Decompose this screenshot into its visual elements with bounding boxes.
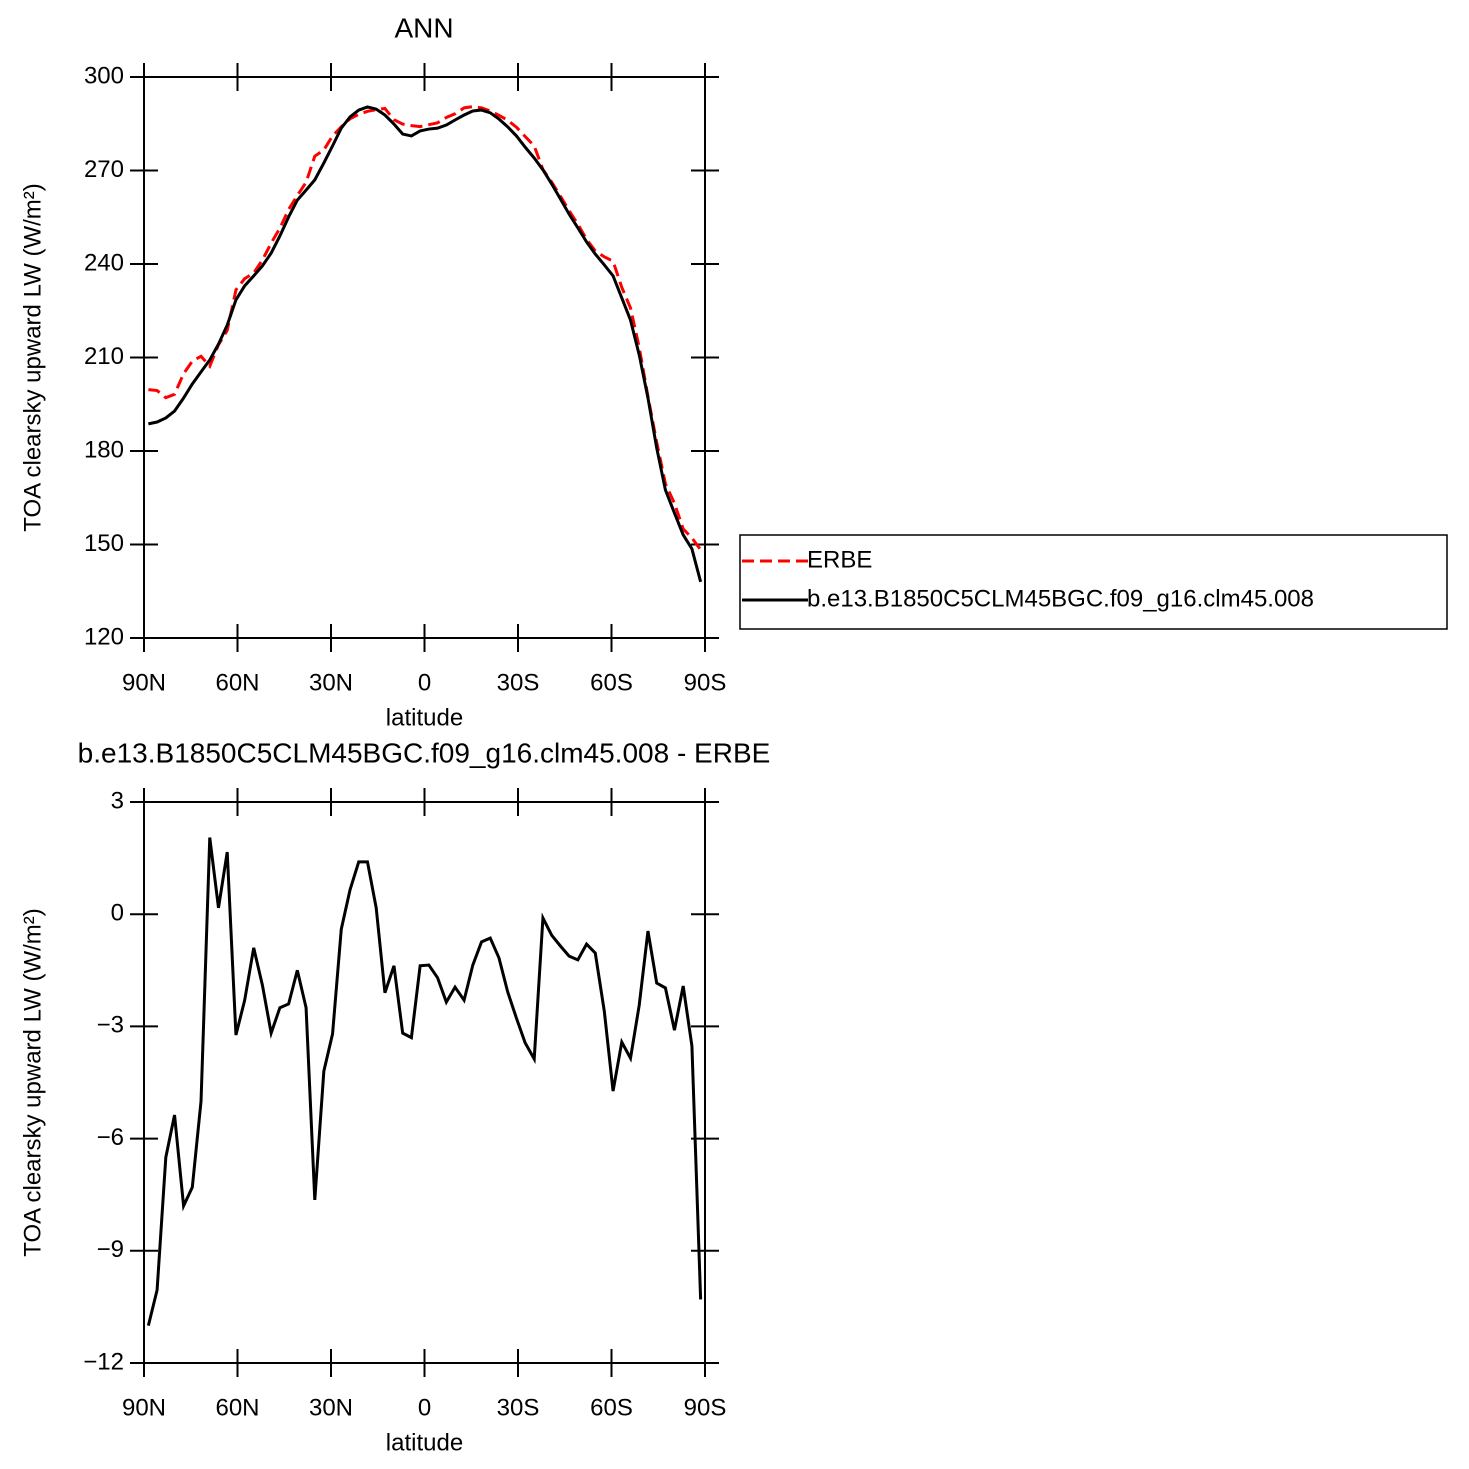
x-tick-label: 30N <box>309 1394 353 1421</box>
y-tick-label: −6 <box>97 1124 124 1151</box>
legend-box <box>739 534 1448 630</box>
y-axis-label: TOA clearsky upward LW (W/m²) <box>19 908 46 1257</box>
x-tick-label: 90N <box>122 1394 166 1421</box>
x-tick-label: 90S <box>684 1394 727 1421</box>
chart-title: ANN <box>394 12 453 43</box>
y-tick-label: 150 <box>84 530 124 557</box>
plot-frame <box>143 76 706 639</box>
y-axis-label: TOA clearsky upward LW (W/m²) <box>19 183 46 532</box>
data-line <box>148 105 703 583</box>
x-tick-label: 30S <box>497 669 540 696</box>
y-tick-label: 120 <box>84 623 124 650</box>
y-tick-label: −3 <box>97 1012 124 1039</box>
y-tick-label: −9 <box>97 1236 124 1263</box>
x-tick-label: 30S <box>497 1394 540 1421</box>
y-tick-label: 300 <box>84 62 124 89</box>
y-tick-label: 180 <box>84 436 124 463</box>
y-tick-label: 0 <box>111 900 124 927</box>
legend-label: ERBE <box>807 546 872 573</box>
x-tick-label: 90N <box>122 669 166 696</box>
x-axis-label: latitude <box>386 704 463 731</box>
y-tick-label: −12 <box>83 1348 124 1375</box>
y-tick-label: 210 <box>84 343 124 370</box>
x-tick-label: 60N <box>215 669 259 696</box>
data-line <box>148 105 702 551</box>
chart-title: b.e13.B1850C5CLM45BGC.f09_g16.clm45.008 … <box>78 737 771 768</box>
x-tick-label: 90S <box>684 669 727 696</box>
x-tick-label: 60S <box>590 669 633 696</box>
legend-label: b.e13.B1850C5CLM45BGC.f09_g16.clm45.008 <box>807 585 1314 612</box>
x-tick-label: 30N <box>309 669 353 696</box>
x-tick-label: 60N <box>215 1394 259 1421</box>
y-tick-label: 240 <box>84 249 124 276</box>
y-tick-label: 270 <box>84 156 124 183</box>
y-tick-label: 3 <box>111 787 124 814</box>
x-tick-label: 60S <box>590 1394 633 1421</box>
x-tick-label: 0 <box>418 669 431 696</box>
x-axis-label: latitude <box>386 1429 463 1456</box>
data-line <box>146 837 703 1326</box>
x-tick-label: 0 <box>418 1394 431 1421</box>
